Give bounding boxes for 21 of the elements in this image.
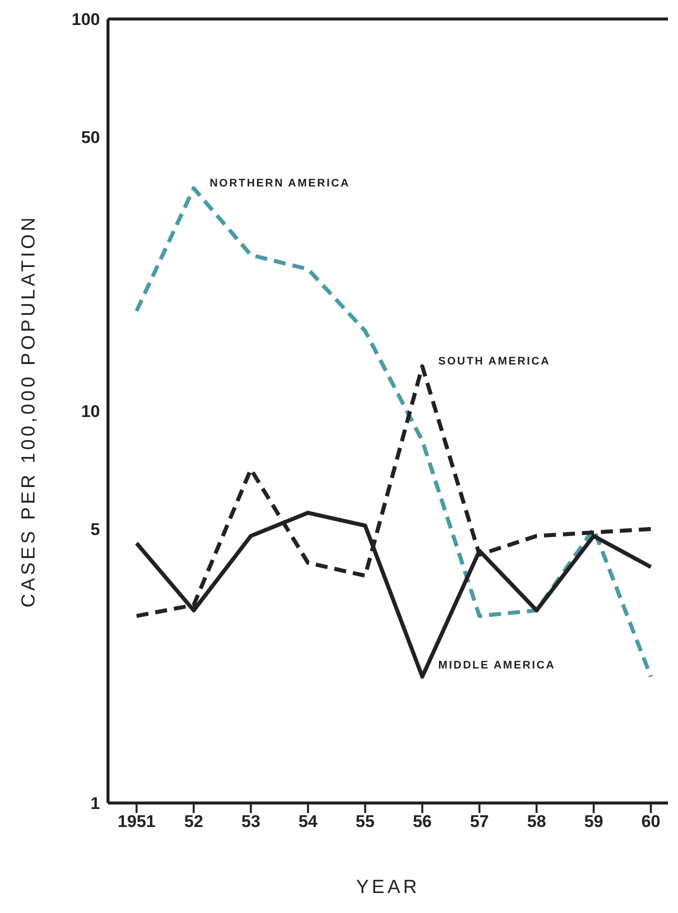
x-tick-label: 59	[584, 812, 604, 832]
y-tick-label: 5	[90, 520, 100, 540]
y-tick-label: 100	[72, 10, 100, 30]
x-tick-label: 54	[298, 812, 318, 832]
series-label: SOUTH AMERICA	[438, 355, 550, 368]
y-axis-title: CASES PER 100,000 POPULATION	[18, 214, 40, 608]
x-tick-label: 55	[356, 812, 375, 832]
x-tick-label: 58	[527, 812, 546, 832]
x-axis-title: YEAR	[356, 877, 420, 898]
x-tick-label: 1951	[118, 812, 156, 832]
line-series	[134, 186, 653, 679]
y-tick-label: 1	[90, 794, 100, 814]
x-tick-label: 56	[412, 812, 432, 832]
x-tick-label: 60	[641, 812, 660, 832]
series-label: NORTHERN AMERICA	[210, 177, 350, 190]
x-tick-label: 52	[184, 812, 204, 832]
series-label: MIDDLE AMERICA	[438, 660, 556, 672]
y-tick-label: 50	[81, 128, 100, 148]
x-tick-label: 53	[241, 812, 260, 832]
x-tick-label: 57	[470, 812, 489, 832]
y-tick-label: 10	[81, 402, 100, 422]
